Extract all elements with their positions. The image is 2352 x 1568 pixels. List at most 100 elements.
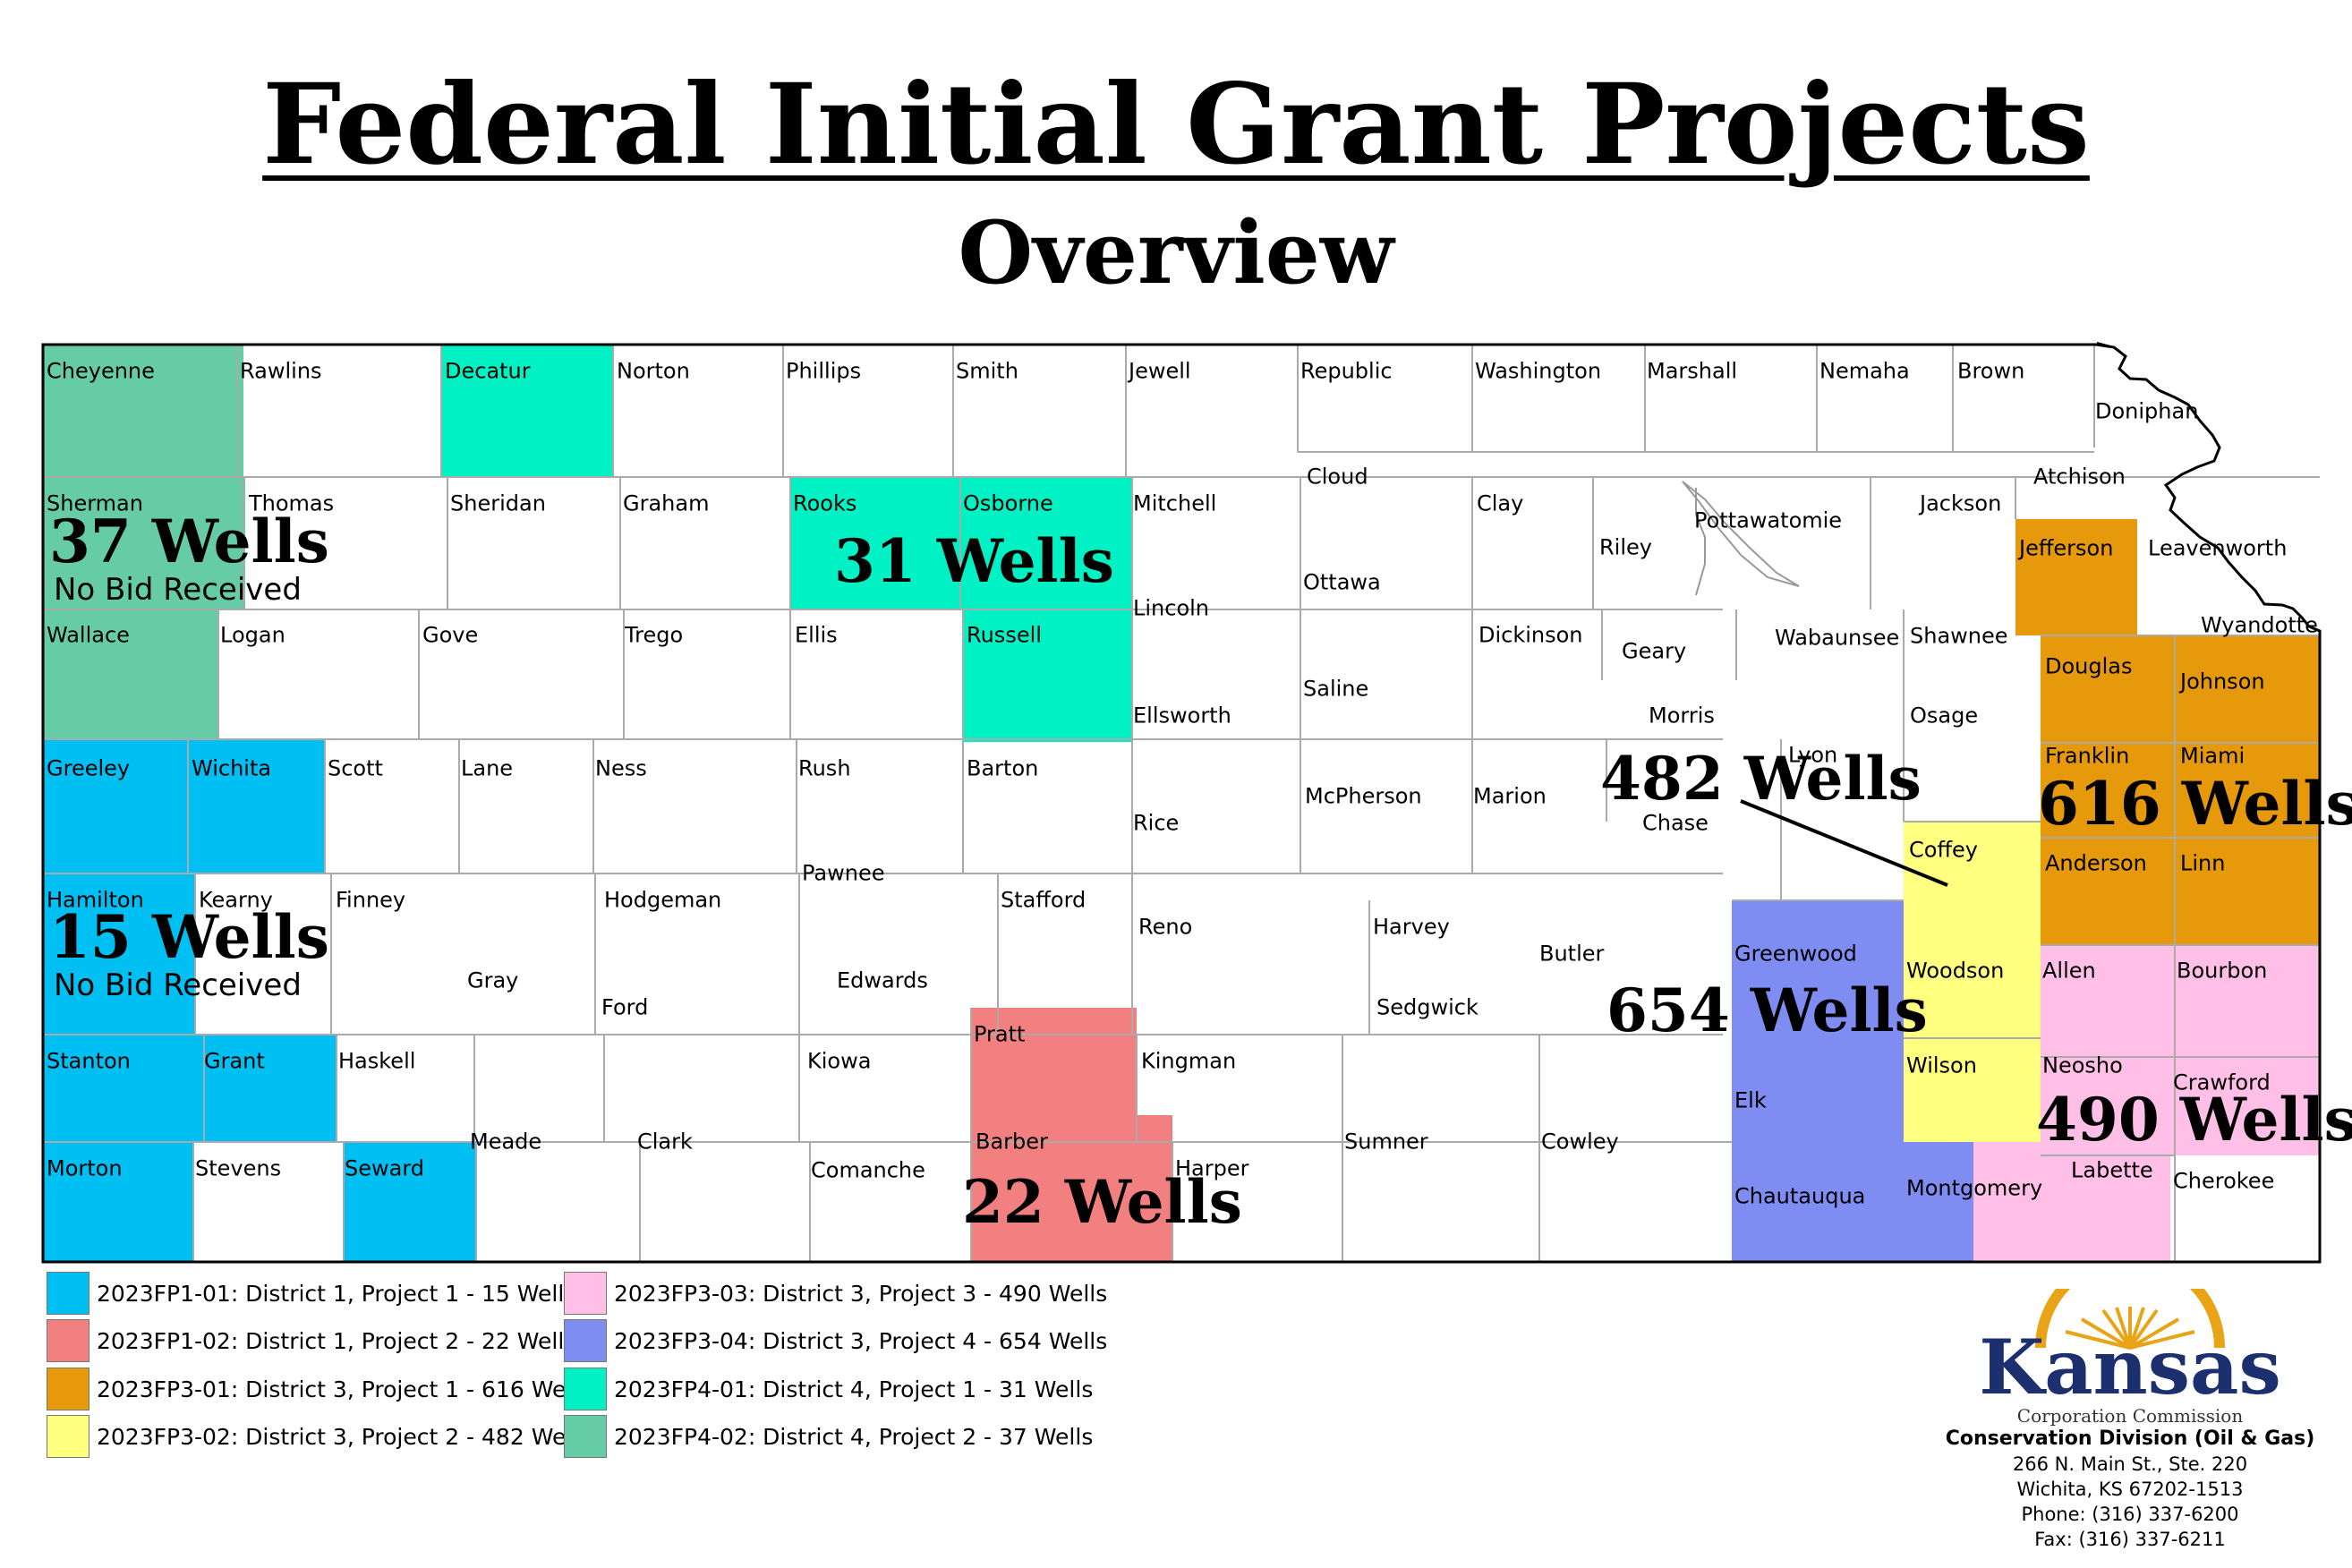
county-label-elk: Elk (1734, 1088, 1767, 1113)
county-label-stanton: Stanton (47, 1049, 131, 1074)
county-label-rooks: Rooks (793, 491, 856, 516)
legend-item: 2023FP3-03: District 3, Project 3 - 490 … (564, 1271, 1107, 1316)
county-label-wyandotte: Wyandotte (2201, 613, 2318, 638)
county-label-stevens: Stevens (195, 1156, 281, 1181)
well-count-label-w31: 31 Wells (834, 526, 1114, 596)
county-label-woodson: Woodson (1906, 959, 2004, 984)
county-label-seward: Seward (345, 1156, 424, 1181)
county-label-allen: Allen (2042, 959, 2096, 984)
legend-item: 2023FP4-01: District 4, Project 1 - 31 W… (564, 1367, 1093, 1411)
well-count-label-w616: 616 Wells (2038, 769, 2352, 839)
county-label-brown: Brown (1957, 359, 2024, 384)
legend-swatch (47, 1415, 89, 1458)
county-label-barber: Barber (976, 1129, 1048, 1155)
legend-swatch (564, 1368, 607, 1410)
project-area-fp1-01-7 (43, 873, 195, 1035)
map-subtitle: Overview (958, 202, 1394, 303)
county-label-phillips: Phillips (786, 359, 861, 384)
county-label-norton: Norton (617, 359, 690, 384)
project-area-fp1-01-11 (344, 1142, 476, 1262)
project-area-fp4-02-1 (43, 477, 245, 609)
legend-label: 2023FP3-02: District 3, Project 2 - 482 … (97, 1423, 591, 1450)
county-label-stafford: Stafford (1001, 888, 1086, 913)
well-count-label-w490: 490 Wells (2036, 1085, 2352, 1155)
county-label-clark: Clark (637, 1129, 693, 1155)
county-label-cloud: Cloud (1307, 464, 1368, 490)
county-label-douglas: Douglas (2045, 654, 2133, 679)
county-label-atchison: Atchison (2033, 464, 2126, 490)
county-label-geary: Geary (1622, 639, 1686, 664)
tuttle-creek-lake (1682, 481, 1800, 587)
legend-item: 2023FP3-01: District 3, Project 1 - 616 … (47, 1367, 590, 1411)
county-label-graham: Graham (623, 491, 709, 516)
county-label-ford: Ford (601, 995, 648, 1020)
county-label-smith: Smith (956, 359, 1018, 384)
county-label-scott: Scott (328, 756, 383, 781)
well-count-label-w654: 654 Wells (1606, 976, 1928, 1045)
county-label-osborne: Osborne (963, 491, 1053, 516)
project-area-fp3-03-20 (1973, 1142, 2170, 1262)
county-label-shawnee: Shawnee (1910, 624, 2008, 649)
county-label-trego: Trego (624, 623, 683, 648)
county-label-rice: Rice (1133, 811, 1179, 836)
county-label-ellis: Ellis (795, 623, 838, 648)
county-label-montgomery: Montgomery (1906, 1176, 2042, 1201)
legend-swatch (47, 1272, 89, 1315)
county-label-mitchell: Mitchell (1133, 491, 1216, 516)
county-label-lincoln: Lincoln (1133, 596, 1209, 621)
project-area-fp4-02-2 (43, 609, 218, 739)
county-label-franklin: Franklin (2045, 744, 2129, 769)
county-label-coffey: Coffey (1909, 838, 1978, 863)
map-title-text: Federal Initial Grant Projects (262, 60, 2090, 190)
county-label-hamilton: Hamilton (47, 888, 144, 913)
county-label-ellsworth: Ellsworth (1133, 703, 1231, 729)
county-label-jewell: Jewell (1127, 359, 1191, 384)
county-label-cheyenne: Cheyenne (47, 359, 155, 384)
phone-number: Phone: (316) 337-6200 (2021, 1504, 2239, 1525)
county-label-russell: Russell (967, 623, 1042, 648)
county-label-anderson: Anderson (2045, 851, 2147, 876)
address-line-2: Wichita, KS 67202-1513 (2016, 1479, 2244, 1500)
county-label-pratt: Pratt (974, 1022, 1025, 1047)
project-area-fp1-02-13 (971, 1115, 1172, 1262)
project-area-fp3-04-18 (1904, 1142, 1973, 1262)
legend-label: 2023FP3-01: District 3, Project 1 - 616 … (97, 1376, 591, 1402)
legend-swatch (47, 1368, 89, 1410)
county-label-labette: Labette (2071, 1158, 2153, 1183)
leader-line-482 (1740, 799, 1948, 887)
project-area-fp4-02-0 (43, 345, 243, 477)
county-label-harper: Harper (1175, 1156, 1249, 1181)
county-label-gray: Gray (467, 968, 518, 993)
county-label-miami: Miami (2180, 744, 2245, 769)
fax-number: Fax: (316) 337-6211 (2034, 1529, 2226, 1550)
project-area-fp1-01-9 (204, 1035, 337, 1142)
county-label-rush: Rush (798, 756, 851, 781)
county-label-grant: Grant (204, 1049, 265, 1074)
legend-item: 2023FP1-01: District 1, Project 1 - 15 W… (47, 1271, 575, 1316)
county-label-morris: Morris (1649, 703, 1715, 729)
county-label-lyon: Lyon (1788, 743, 1837, 768)
division-name: Conservation Division (Oil & Gas) (1945, 1427, 2315, 1450)
county-label-sedgwick: Sedgwick (1376, 995, 1479, 1020)
county-label-nemaha: Nemaha (1819, 359, 1910, 384)
county-label-cowley: Cowley (1541, 1129, 1619, 1155)
county-label-kiowa: Kiowa (807, 1049, 871, 1074)
legend-item: 2023FP3-04: District 3, Project 4 - 654 … (564, 1318, 1107, 1363)
legend-swatch (47, 1319, 89, 1362)
legend-swatch (564, 1415, 607, 1458)
well-count-label-w15-note: No Bid Received (54, 967, 302, 1003)
county-label-wilson: Wilson (1906, 1053, 1977, 1078)
address-line-1: 266 N. Main St., Ste. 220 (2012, 1453, 2248, 1475)
state-outline (41, 343, 2322, 1264)
county-label-meade: Meade (470, 1129, 541, 1155)
county-label-chase: Chase (1642, 811, 1709, 836)
project-area-fp3-04-17 (1732, 900, 1904, 1262)
legend-swatch (564, 1272, 607, 1315)
project-area-fp3-01-15 (2041, 635, 2320, 945)
legend-item: 2023FP3-02: District 3, Project 2 - 482 … (47, 1414, 590, 1459)
county-label-reno: Reno (1138, 915, 1192, 940)
county-label-wallace: Wallace (47, 623, 130, 648)
county-label-ness: Ness (595, 756, 647, 781)
